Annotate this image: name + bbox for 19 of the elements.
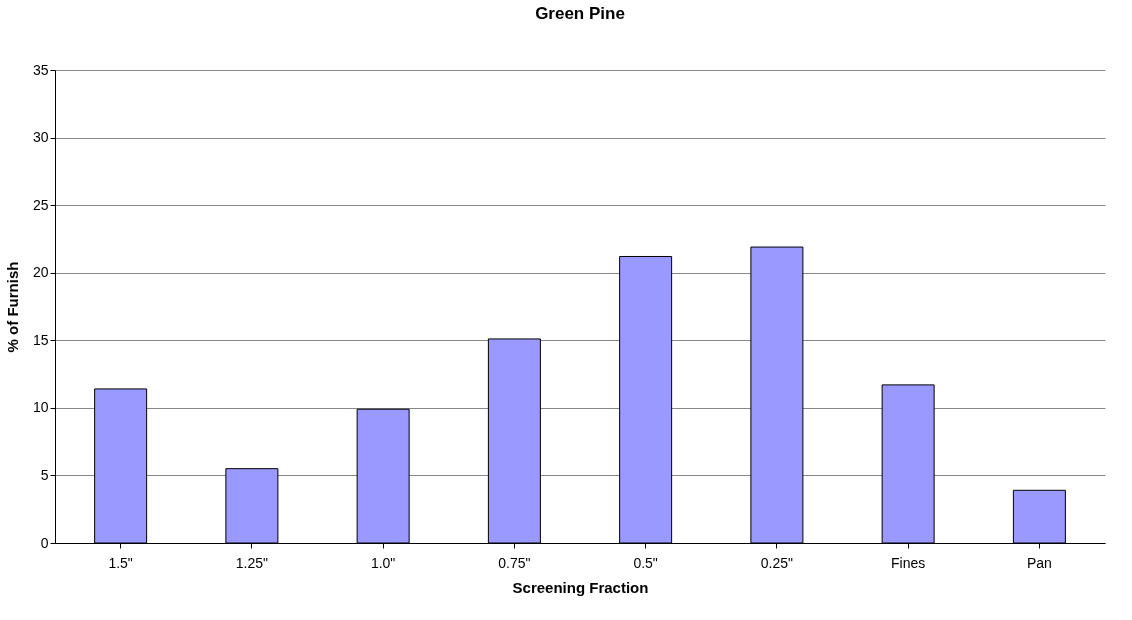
x-tick-label: Pan [1026, 554, 1052, 571]
y-tick-label: 30 [32, 129, 49, 146]
x-tick-label: 1.0" [370, 554, 396, 571]
x-tick-label: 0.25" [760, 554, 794, 571]
y-tick-label: 25 [32, 196, 49, 213]
y-tick-label: 10 [32, 399, 49, 416]
y-tick-label: 5 [40, 466, 49, 483]
x-tick-label: 1.5" [108, 554, 133, 571]
y-axis-title: % of Furnish [3, 261, 21, 353]
chart-title: Green Pine [535, 4, 625, 23]
x-tick-label: 0.75" [498, 554, 531, 571]
x-tick-label: 0.5" [633, 554, 658, 571]
y-tick-label: 35 [32, 61, 49, 78]
y-tick-label: 20 [32, 264, 49, 281]
x-tick-label: Fines [891, 554, 926, 571]
y-tick-label: 15 [32, 331, 49, 348]
x-axis-title: Screening Fraction [512, 578, 649, 596]
x-tick-label: 1.25" [235, 554, 269, 571]
y-tick-label: 0 [40, 534, 49, 551]
